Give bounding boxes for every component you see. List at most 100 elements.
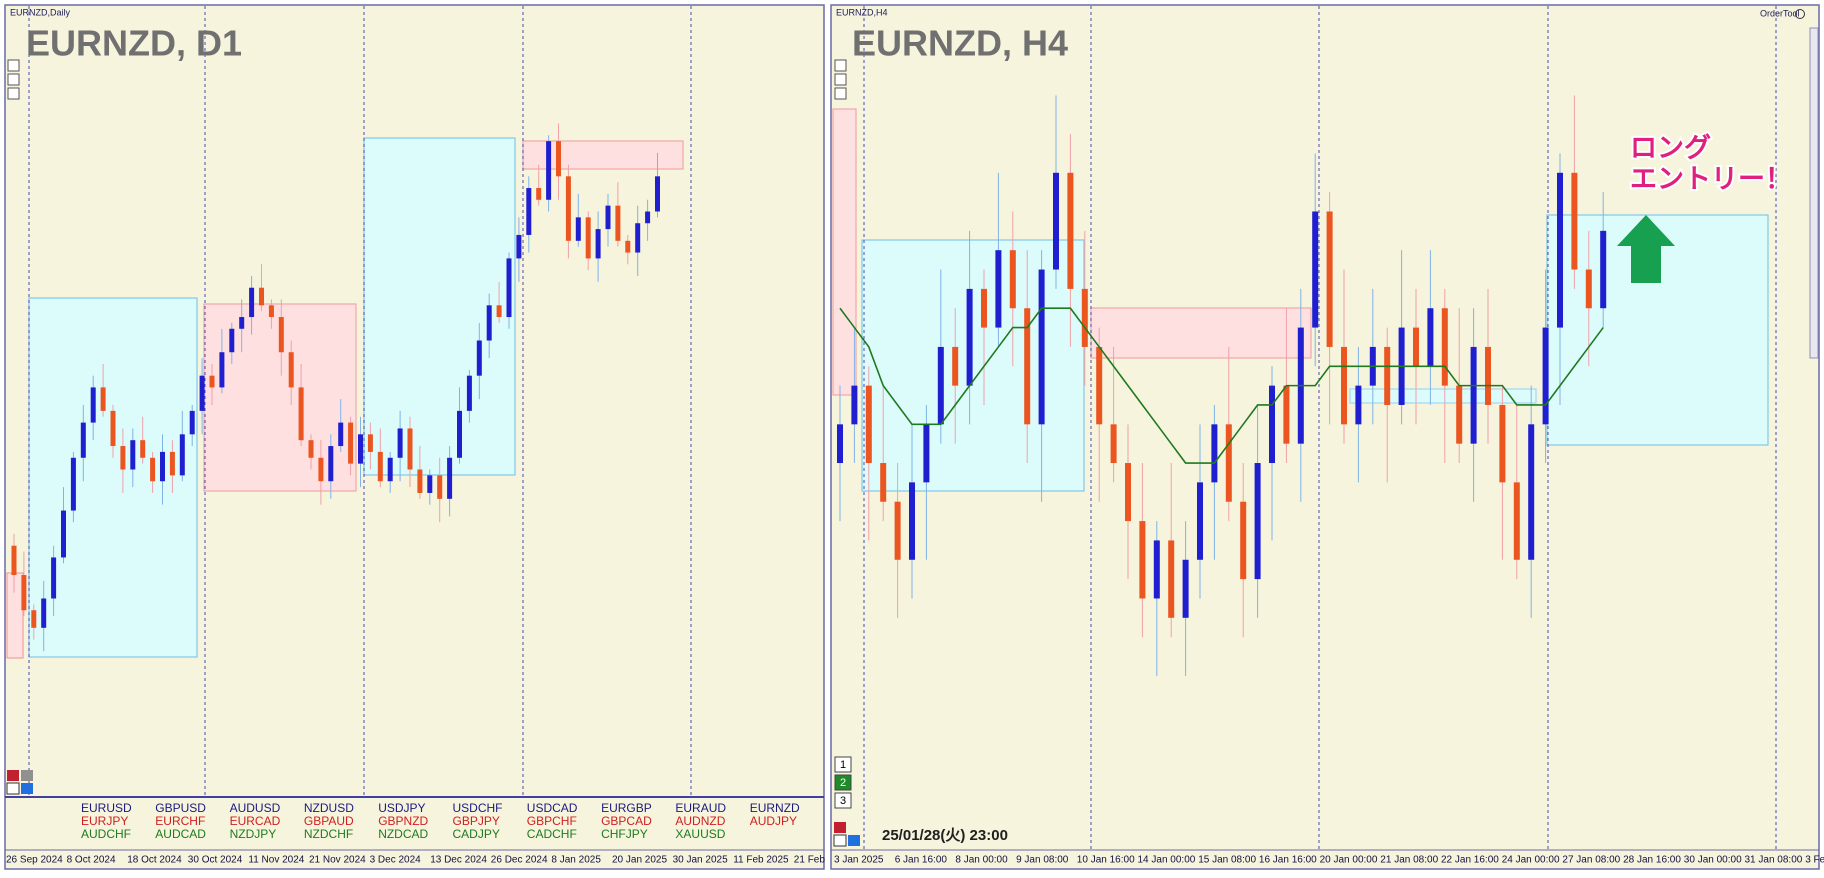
candle-body xyxy=(61,510,66,558)
symbol-link[interactable]: USDCAD xyxy=(527,801,578,815)
candle-body xyxy=(219,352,225,388)
candle-body xyxy=(239,317,245,329)
symbol-link[interactable]: EURNZD xyxy=(750,801,800,815)
annotation: ロング xyxy=(1630,132,1711,163)
candle-body xyxy=(51,557,57,599)
symbol-link[interactable]: AUDUSD xyxy=(230,801,281,815)
close-button[interactable] xyxy=(7,770,19,781)
symbol-link[interactable]: GBPUSD xyxy=(155,801,206,815)
symbol-link[interactable]: GBPCAD xyxy=(601,814,652,828)
profile-button-label[interactable]: 2 xyxy=(840,777,846,789)
candle-body xyxy=(1485,346,1491,405)
candle-body xyxy=(546,141,552,200)
min-button[interactable] xyxy=(21,770,33,781)
profile-button-label[interactable]: 1 xyxy=(840,759,846,771)
profile-button[interactable] xyxy=(834,756,852,773)
symbol-link[interactable]: NZDCAD xyxy=(378,827,428,841)
scroll-up[interactable] xyxy=(834,59,847,72)
symbol-link[interactable]: CADJPY xyxy=(453,827,500,841)
profile-buttons[interactable]: 1 2 3 xyxy=(834,756,852,809)
candle-body xyxy=(199,375,205,411)
symbol-link[interactable]: USDJPY xyxy=(378,801,425,815)
candle-body xyxy=(1053,172,1059,270)
candle-body xyxy=(169,451,175,476)
symbol-link[interactable]: AUDCHF xyxy=(81,827,131,841)
x-axis-h4: 3 Jan 2025 6 Jan 16:00 8 Jan 00:00 9 Jan 08… xyxy=(834,855,1824,866)
candle-body xyxy=(120,446,126,470)
scroll-mid[interactable] xyxy=(7,73,20,86)
candle-body xyxy=(476,340,482,376)
candle-body xyxy=(1542,327,1549,425)
symbol-link[interactable]: GBPNZD xyxy=(378,814,428,828)
scroll-up[interactable] xyxy=(7,59,20,72)
moving-average xyxy=(839,307,1604,464)
close-button[interactable] xyxy=(834,822,846,833)
candle-body xyxy=(1009,250,1016,309)
symbol-link[interactable]: EURGBP xyxy=(601,801,652,815)
candle-body xyxy=(140,440,146,458)
symbol-link[interactable]: EURCHF xyxy=(155,814,205,828)
symbol-link[interactable]: GBPJPY xyxy=(453,814,500,828)
candle-body xyxy=(1254,463,1261,580)
candle-body xyxy=(1096,346,1103,425)
candle-body xyxy=(308,440,314,458)
candle-body xyxy=(318,457,324,482)
symbol-link[interactable]: AUDCAD xyxy=(155,827,206,841)
symbol-link[interactable]: NZDJPY xyxy=(230,827,277,841)
profile-button[interactable] xyxy=(834,792,852,809)
candle-body xyxy=(377,451,383,482)
scroll-buttons[interactable] xyxy=(834,59,847,100)
candle-body xyxy=(417,469,423,493)
candle-body xyxy=(278,317,284,353)
scroll-down[interactable] xyxy=(7,87,20,100)
symbol-link[interactable]: CHFJPY xyxy=(601,827,648,841)
symbol-link[interactable]: AUDNZD xyxy=(675,814,725,828)
symbol-link[interactable]: GBPCHF xyxy=(527,814,577,828)
candle-body xyxy=(70,457,76,511)
tool-button[interactable] xyxy=(833,834,847,847)
scroll-mid[interactable] xyxy=(834,73,847,86)
candle-body xyxy=(21,575,27,611)
tool-button[interactable] xyxy=(848,835,860,846)
order-tool-icon[interactable] xyxy=(1795,9,1805,19)
candle-body xyxy=(31,610,37,628)
symbol-link[interactable]: EURAUD xyxy=(675,801,726,815)
scrollbar[interactable] xyxy=(1809,27,1819,359)
scroll-down[interactable] xyxy=(834,87,847,100)
profile-button-label[interactable]: 3 xyxy=(840,795,846,807)
candle-body xyxy=(110,410,116,447)
candle-body xyxy=(268,305,274,318)
tool-button[interactable] xyxy=(21,783,33,794)
x-tick-label: 6 Jan 16:00 xyxy=(895,855,948,866)
zone xyxy=(28,297,198,658)
symbol-link[interactable]: XAUUSD xyxy=(675,827,725,841)
candles-h4 xyxy=(837,95,1607,676)
symbol-link[interactable]: GBPAUD xyxy=(304,814,354,828)
candle-body xyxy=(995,250,1002,328)
symbol-link[interactable]: EURUSD xyxy=(81,801,132,815)
symbol-link[interactable]: EURJPY xyxy=(81,814,128,828)
candle-body xyxy=(575,217,581,241)
candle-body xyxy=(1384,346,1391,405)
x-tick-label: 31 Jan 08:00 xyxy=(1745,855,1803,866)
symbol-link[interactable]: AUDJPY xyxy=(750,814,797,828)
symbol-link[interactable]: CADCHF xyxy=(527,827,577,841)
symbol-link[interactable]: NZDCHF xyxy=(304,827,353,841)
candle-body xyxy=(1557,172,1563,328)
symbol-link[interactable]: USDCHF xyxy=(453,801,503,815)
up-arrow xyxy=(1617,215,1675,283)
symbol-link[interactable]: NZDUSD xyxy=(304,801,354,815)
order-tool[interactable]: OrderTool xyxy=(1760,8,1800,18)
x-tick-label: 14 Jan 00:00 xyxy=(1138,855,1196,866)
candle-body xyxy=(1038,269,1045,425)
profile-button[interactable] xyxy=(834,774,852,791)
candle-body xyxy=(645,211,651,224)
symbol-link[interactable]: EURCAD xyxy=(230,814,281,828)
scroll-buttons[interactable] xyxy=(7,59,20,100)
candle-body xyxy=(894,501,901,560)
zone xyxy=(6,572,24,659)
candle-body xyxy=(466,375,472,411)
candle-body xyxy=(937,346,944,425)
tool-button[interactable] xyxy=(6,782,20,795)
